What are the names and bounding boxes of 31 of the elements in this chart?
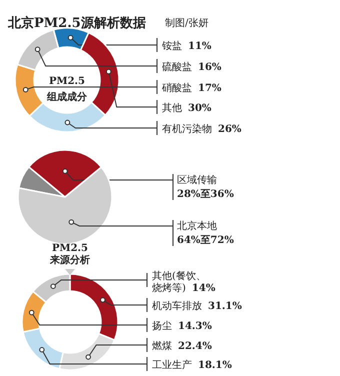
label: 扬尘 <box>152 321 172 332</box>
label: 有机污染物 <box>162 124 212 135</box>
label: 燃煤 <box>152 341 172 352</box>
value: 28%至36% <box>177 189 234 200</box>
annotation: 来源分析 <box>50 255 90 266</box>
value: 18.1% <box>198 360 232 371</box>
label: 北京本地 <box>177 221 217 232</box>
label: 硝酸盐 <box>162 83 192 94</box>
value: 14.3% <box>178 321 212 332</box>
value: 22.4% <box>178 341 212 352</box>
label: 其他(餐饮、 <box>152 271 206 282</box>
subtitle: 制图/张妍 <box>165 18 208 29</box>
value: 31.1% <box>208 301 242 312</box>
label: 机动车排放 <box>152 301 202 312</box>
value: 11% <box>188 41 212 52</box>
value: 14% <box>192 283 216 294</box>
value: 17% <box>198 83 222 94</box>
annotation: PM2.5 <box>49 76 85 87</box>
label: 工业生产 <box>152 360 192 371</box>
annotation: 组成成分 <box>47 92 87 103</box>
title: 北京PM2.5源解析数据 <box>8 16 146 31</box>
value: 26% <box>218 124 242 135</box>
annotation: PM2.5 <box>52 243 88 254</box>
value: 16% <box>198 62 222 73</box>
label: 其他 <box>162 103 182 114</box>
label: 硫酸盐 <box>162 62 192 73</box>
label: 区域传输 <box>177 175 217 186</box>
label: 铵盐 <box>162 41 182 52</box>
value: 30% <box>188 103 212 114</box>
value: 64%至72% <box>177 235 234 246</box>
label: 烧烤等) <box>152 283 186 294</box>
